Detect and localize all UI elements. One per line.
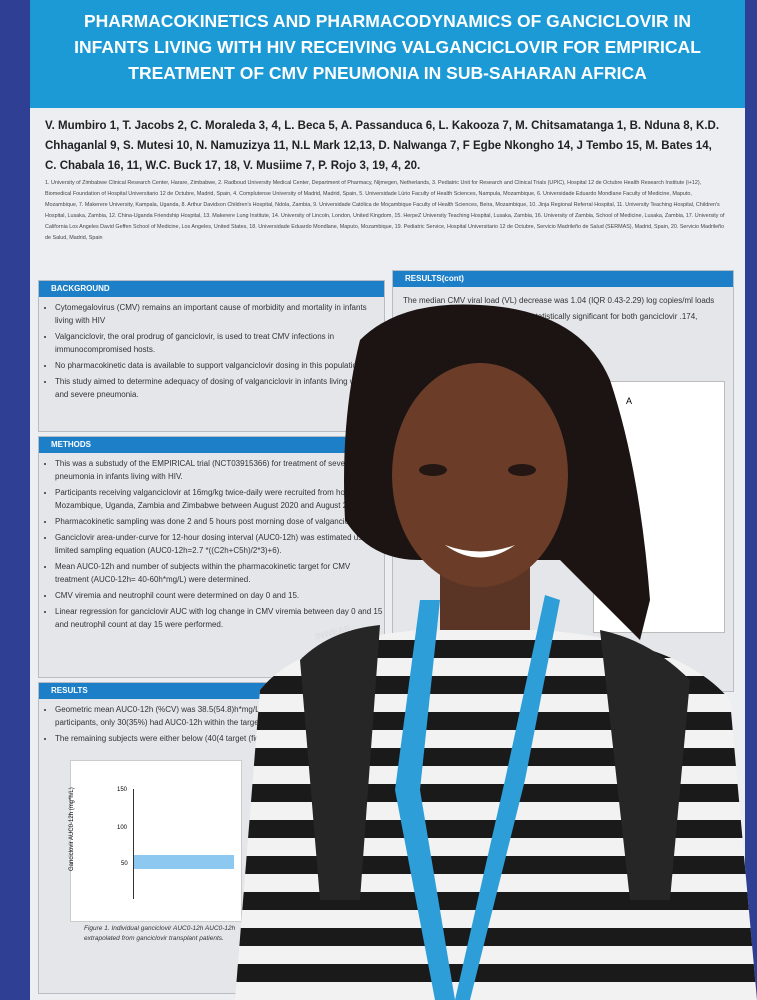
tick-label: 50 xyxy=(121,861,128,867)
backpack-strap xyxy=(600,630,690,900)
eye xyxy=(508,464,536,476)
bullet: Cytomegalovirus (CMV) remains an importa… xyxy=(55,301,384,327)
section-heading: METHODS xyxy=(39,437,384,453)
smile xyxy=(445,545,515,558)
bullet: This was a substudy of the EMPIRICAL tri… xyxy=(55,457,384,483)
bullet-list: Cytomegalovirus (CMV) remains an importa… xyxy=(39,301,384,401)
hair-fringe xyxy=(372,328,590,420)
bullet: The remaining subjects were either below… xyxy=(55,732,299,745)
authors: V. Mumbiro 1, T. Jacobs 2, C. Moraleda 3… xyxy=(45,120,720,172)
axis xyxy=(133,789,134,899)
section-heading: RESULTS xyxy=(39,683,299,699)
target-band xyxy=(134,855,234,869)
eye xyxy=(419,464,447,476)
lanyard xyxy=(395,600,455,1000)
bullet: Mean AUC0-12h and number of subjects wit… xyxy=(55,560,384,586)
bullet: Linear regression for ganciclovir AUC wi… xyxy=(55,605,384,631)
bullet: Ganciclovir area-under-curve for 12-hour… xyxy=(55,531,384,557)
bullet: CMV viremia and neutrophil count were de… xyxy=(55,589,384,602)
bullet-list: Geometric mean AUC0-12h (%CV) was 38.5(5… xyxy=(39,703,299,745)
bullet: Participants receiving valganciclovir at… xyxy=(55,486,384,512)
tick-label: 150 xyxy=(117,787,128,793)
figure: Ganciclovir AUC0-12h (mg*h/L) 150 100 50 xyxy=(69,760,242,922)
affiliations: 1. University of Zimbabwe Clinical Resea… xyxy=(45,180,725,241)
backpack-strap xyxy=(300,625,380,900)
lanyard xyxy=(455,595,560,1000)
panel-label: A xyxy=(626,396,633,406)
face xyxy=(392,363,568,587)
tick-label: 100 xyxy=(117,825,128,831)
stripe xyxy=(235,928,757,946)
bullet: Valganciclovir, the oral prodrug of ganc… xyxy=(55,330,384,356)
section-heading: RESULTS(cont) xyxy=(393,271,733,287)
stripe xyxy=(235,964,757,982)
bullet: Geometric mean AUC0-12h (%CV) was 38.5(5… xyxy=(55,703,299,729)
background-section: BACKGROUND Cytomegalovirus (CMV) remains… xyxy=(38,280,385,432)
bullet: Pharmacokinetic sampling was done 2 and … xyxy=(55,515,384,528)
poster-title: PHARMACOKINETICS AND PHARMACODYNAMICS OF… xyxy=(30,0,745,108)
bullet: No pharmacokinetic data is available to … xyxy=(55,359,384,372)
section-heading: BACKGROUND xyxy=(39,281,384,297)
methods-section: METHODS This was a substudy of the EMPIR… xyxy=(38,436,385,678)
stripe xyxy=(235,892,757,910)
bullet-list: This was a substudy of the EMPIRICAL tri… xyxy=(39,457,384,631)
bullet: This study aimed to determine adequacy o… xyxy=(55,375,384,401)
figure-caption: Figure 1. Individual ganciclovir AUC0-12… xyxy=(84,925,236,942)
